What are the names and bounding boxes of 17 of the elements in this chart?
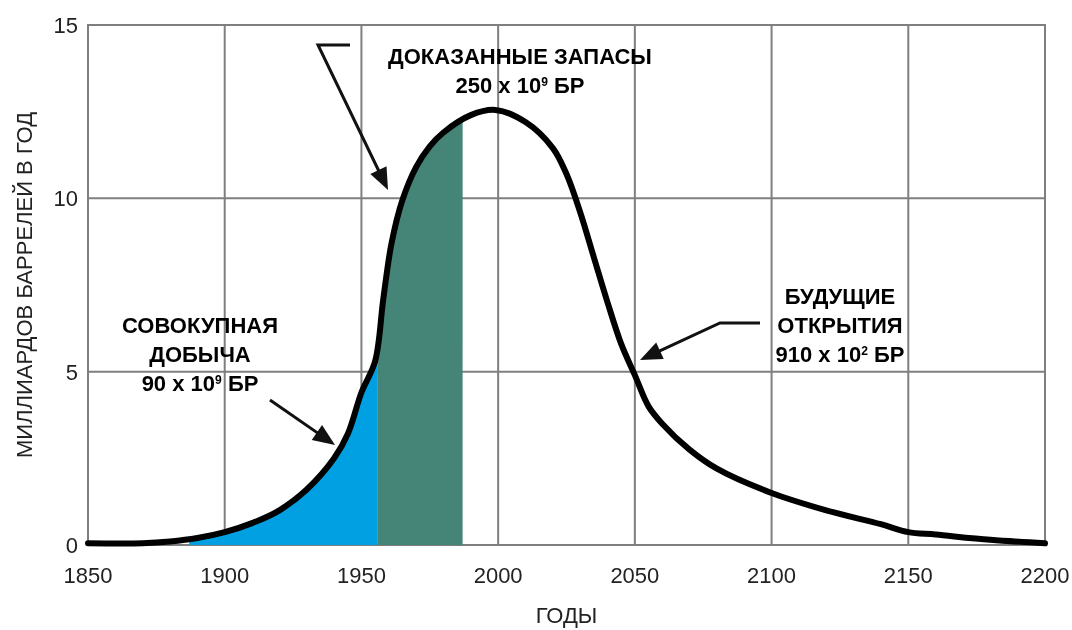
y-tick-label: 15: [53, 13, 78, 38]
x-tick-label: 2150: [883, 563, 933, 588]
x-tick-label: 1850: [63, 563, 113, 588]
y-tick-label: 5: [65, 359, 78, 385]
x-tick-label: 1950: [336, 563, 386, 588]
x-tick-label: 2000: [473, 563, 523, 588]
y-axis-title: МИЛЛИАРДОВ БАРРЕЛЕЙ В ГОД: [12, 111, 37, 459]
annotation: БУДУЩИЕ ОТКРЫТИЯ 910 x 10$^{2}$ БР: [775, 284, 905, 367]
annotation: ДОКАЗАННЫЕ ЗАПАСЫ 250 x 10$^{9}$ БР: [388, 43, 652, 98]
x-tick-label: 2200: [1020, 563, 1070, 588]
x-tick-label: 2050: [610, 563, 660, 588]
y-tick-label: 10: [53, 186, 78, 212]
x-tick-label: 2100: [747, 563, 797, 588]
x-tick-label: 1900: [200, 563, 250, 588]
x-axis-title: ГОДЫ: [535, 603, 598, 628]
annotation: СОВОКУПНАЯ ДОБЫЧА 90 x 10$^{9}$ БР: [122, 313, 278, 396]
y-tick-label: 0: [65, 533, 78, 558]
